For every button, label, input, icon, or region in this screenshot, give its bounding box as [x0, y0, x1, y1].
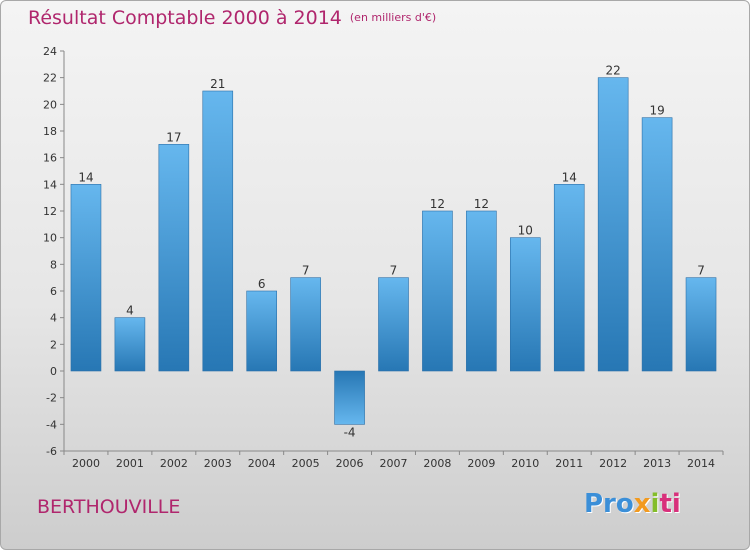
- data-label: 22: [606, 64, 621, 78]
- bar: [202, 90, 234, 372]
- bar: [246, 290, 277, 372]
- y-tick-label: 24: [43, 45, 57, 58]
- x-tick-label: 2008: [423, 457, 451, 470]
- y-tick-label: 16: [43, 152, 57, 165]
- y-tick-label: 0: [50, 365, 57, 378]
- bar: [290, 277, 321, 372]
- x-tick-label: 2010: [511, 457, 539, 470]
- y-tick-label: 18: [43, 125, 57, 138]
- y-tick-label: 8: [50, 258, 57, 271]
- chart-title-text: Résultat Comptable 2000 à 2014: [28, 7, 342, 29]
- data-label: 12: [430, 197, 445, 211]
- data-label: 14: [78, 170, 93, 184]
- data-label: 14: [562, 170, 577, 184]
- x-tick-label: 2000: [72, 457, 100, 470]
- data-label: 7: [302, 264, 310, 278]
- y-tick-label: 14: [43, 178, 57, 191]
- y-tick-label: 20: [43, 98, 57, 111]
- bar: [553, 184, 585, 372]
- bar: [466, 210, 497, 372]
- x-tick-label: 2002: [160, 457, 188, 470]
- x-tick-label: 2005: [292, 457, 320, 470]
- bars: [70, 77, 717, 425]
- data-label: -4: [344, 425, 356, 439]
- bar: [597, 77, 629, 372]
- data-label: 7: [697, 264, 705, 278]
- logo-part-1: Pro: [584, 489, 634, 519]
- bar: [509, 237, 541, 372]
- data-label: 17: [166, 130, 181, 144]
- y-tick-label: 10: [43, 232, 57, 245]
- bar: [334, 370, 365, 425]
- bar: [378, 277, 409, 372]
- commune-name: BERTHOUVILLE: [37, 496, 181, 518]
- data-label: 4: [126, 304, 134, 318]
- data-label: 10: [518, 224, 533, 238]
- chart-unit: (en milliers d'€): [349, 11, 437, 24]
- x-tick-label: 2006: [336, 457, 364, 470]
- labels: 14 2000 4 2001 17 2002 21 2003 6 2004 7 2005 -4 2006 7…: [72, 64, 715, 470]
- bar: [641, 117, 673, 372]
- bar: [685, 277, 717, 372]
- data-label: 7: [390, 264, 398, 278]
- logo-part-2: x: [633, 489, 651, 519]
- data-label: 19: [649, 104, 664, 118]
- data-label: 6: [258, 277, 266, 291]
- x-tick-label: 2013: [643, 457, 671, 470]
- x-tick-label: 2004: [248, 457, 276, 470]
- y-tick-label: 2: [50, 338, 57, 351]
- logo-part-3: i: [650, 489, 660, 519]
- y-tick-label: 22: [43, 72, 57, 85]
- data-label: 21: [210, 77, 225, 91]
- y-tick-label: -2: [46, 392, 57, 405]
- x-tick-label: 2003: [204, 457, 232, 470]
- y-tick-label: 6: [50, 285, 57, 298]
- bar: [422, 210, 453, 372]
- y-tick-label: -4: [46, 418, 57, 431]
- x-tick-label: 2009: [467, 457, 495, 470]
- bar: [70, 184, 102, 372]
- x-tick-label: 2011: [555, 457, 583, 470]
- x-tick-label: 2007: [380, 457, 408, 470]
- y-tick-label: 4: [50, 312, 57, 325]
- chart-title: Résultat Comptable 2000 à 2014 (en millie…: [28, 7, 436, 29]
- data-label: 12: [474, 197, 489, 211]
- logo-part-4: ti: [659, 489, 681, 519]
- y-tick-label: -6: [46, 445, 57, 458]
- bar: [158, 144, 190, 372]
- x-tick-label: 2001: [116, 457, 144, 470]
- proxiti-logo: Proxiti: [584, 489, 681, 519]
- x-tick-label: 2012: [599, 457, 627, 470]
- y-tick-label: 12: [43, 205, 57, 218]
- x-tick-label: 2014: [687, 457, 715, 470]
- bar: [114, 317, 146, 372]
